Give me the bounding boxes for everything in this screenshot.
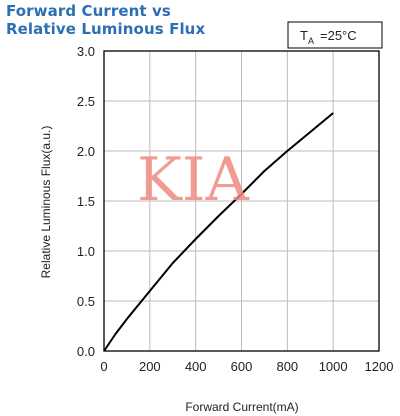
x-tick-label: 1200 — [365, 359, 394, 374]
x-tick-label: 600 — [231, 359, 253, 374]
y-tick-label: 0.0 — [77, 344, 95, 359]
watermark-logo: KIA — [137, 145, 250, 215]
y-axis-label: Relative Luminous Flux(a.u.) — [39, 126, 53, 279]
grid-lines — [104, 51, 379, 351]
condition-box: T A =25°C — [287, 21, 383, 49]
x-tick-label: 0 — [100, 359, 107, 374]
y-tick-label: 1.0 — [77, 244, 95, 259]
series-line — [103, 112, 334, 352]
condition-value: =25°C — [320, 28, 357, 43]
y-tick-label: 3.0 — [77, 44, 95, 59]
chart-title-line-2: Relative Luminous Flux — [6, 20, 206, 38]
y-tick-label: 2.5 — [77, 94, 95, 109]
x-tick-label: 800 — [276, 359, 298, 374]
condition-t-subscript: A — [308, 36, 314, 46]
y-tick-label: 2.0 — [77, 144, 95, 159]
x-axis-label: Forward Current(mA) — [185, 400, 298, 414]
y-tick-label: 0.5 — [77, 294, 95, 309]
condition-t: T — [300, 28, 308, 43]
x-tick-label: 400 — [185, 359, 207, 374]
x-tick-label: 1000 — [319, 359, 348, 374]
chart-title-line-1: Forward Current vs — [6, 2, 171, 20]
plot-frame — [103, 50, 380, 352]
y-tick-labels: 0.0 0.5 1.0 1.5 2.0 2.5 3.0 — [77, 44, 95, 359]
y-tick-label: 1.5 — [77, 194, 95, 209]
x-tick-labels: 0 200 400 600 800 1000 1200 — [100, 359, 393, 374]
x-tick-label: 200 — [139, 359, 161, 374]
